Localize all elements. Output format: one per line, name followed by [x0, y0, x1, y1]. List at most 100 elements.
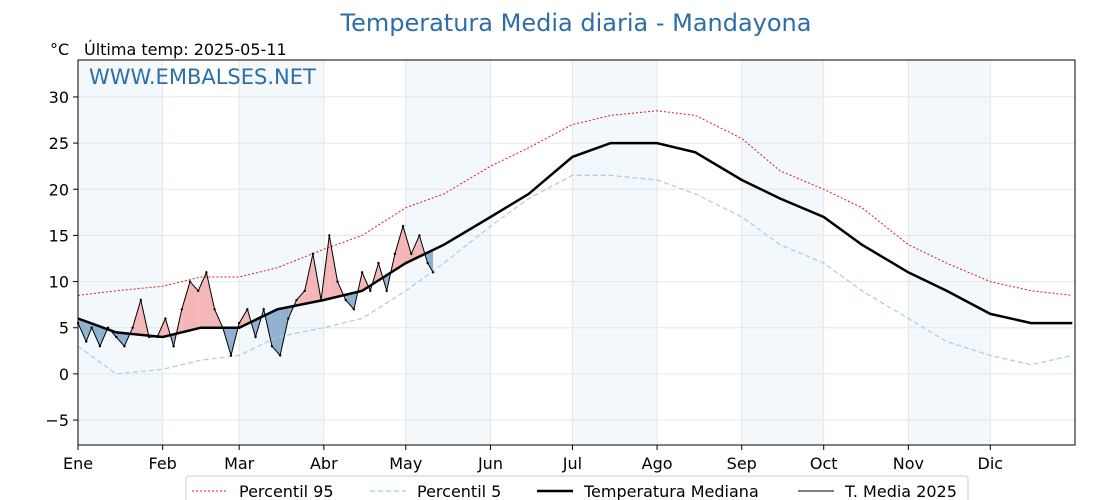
month-band [78, 60, 163, 445]
data-point-2025 [410, 252, 413, 256]
y-tick-label: 5 [59, 319, 69, 338]
data-point-2025 [131, 326, 134, 329]
y-tick-label: 0 [59, 365, 69, 384]
data-point-2025 [295, 298, 298, 302]
series-line-temperatura-mediana [77, 141, 1073, 339]
data-point-2025 [369, 289, 372, 293]
data-point-2025 [352, 308, 356, 311]
x-tick-label: Jul [562, 454, 582, 473]
data-point-2025 [278, 354, 282, 357]
data-point-2025 [115, 335, 118, 339]
data-point-2025 [229, 354, 233, 357]
data-point-2025 [196, 289, 200, 293]
x-tick-label: Mar [224, 454, 255, 473]
deviation-area [86, 321, 92, 342]
month-band [239, 60, 324, 445]
data-point-2025 [213, 308, 216, 311]
data-point-2025 [418, 234, 421, 237]
data-point-2025 [426, 261, 429, 265]
deviation-area [116, 332, 125, 347]
deviation-area [403, 226, 412, 265]
data-point-2025 [385, 289, 388, 293]
data-point-2025 [90, 326, 93, 329]
deviation-area [304, 253, 313, 304]
deviation-area [181, 281, 190, 333]
y-tick-label: −5 [45, 411, 69, 430]
y-tick-label: 30 [49, 88, 69, 107]
legend-label: Temperatura Mediana [583, 482, 759, 500]
x-tick-label: Feb [149, 454, 177, 473]
deviation-area [271, 308, 281, 356]
month-band [741, 60, 824, 445]
legend-label: Percentil 5 [417, 482, 501, 500]
month-band [908, 60, 991, 445]
x-tick-label: Jun [477, 454, 503, 473]
data-point-2025 [188, 280, 192, 283]
x-tick-label: Ene [63, 454, 93, 473]
deviation-area [132, 300, 141, 335]
deviation-area [411, 235, 420, 261]
y-axis: −5 0 5 10 15 20 25 30 [45, 88, 78, 430]
x-axis: Ene Feb Mar Abr May Jun Jul Ago Sep Oct Nov Dic [63, 445, 1003, 473]
data-point-2025 [401, 224, 405, 228]
x-tick-label: Ago [642, 454, 673, 473]
data-point-2025 [303, 289, 306, 293]
x-tick-label: Oct [810, 454, 838, 473]
y-tick-label: 10 [49, 273, 69, 292]
deviation-area [296, 290, 305, 306]
data-point-2025 [344, 298, 347, 302]
data-point-2025 [139, 298, 143, 302]
data-point-2025 [431, 271, 435, 274]
data-point-2025 [311, 252, 315, 256]
plot-frame [77, 59, 1076, 446]
deviation-area [345, 292, 354, 310]
data-point-2025 [180, 308, 183, 311]
data-point-2025 [98, 345, 102, 348]
last-update-label: Última temp: 2025-05-11 [84, 40, 287, 59]
deviation-area [329, 235, 338, 299]
data-point-2025 [319, 298, 323, 302]
data-point-2025 [328, 234, 331, 237]
data-point-2025 [164, 317, 167, 320]
data-point-2025 [262, 308, 265, 311]
chart-title: Temperatura Media diaria - Mandayona [340, 9, 812, 37]
x-tick-label: Dic [978, 454, 1004, 473]
deviation-area [239, 309, 248, 328]
data-point-2025 [246, 308, 249, 311]
data-point-2025 [287, 317, 290, 320]
deviation-area [280, 307, 289, 356]
data-point-2025 [360, 271, 364, 274]
x-tick-label: Sep [727, 454, 757, 473]
data-point-2025 [393, 252, 397, 256]
legend-label: Percentil 95 [239, 482, 334, 500]
data-point-2025 [156, 335, 159, 339]
data-point-2025 [84, 340, 88, 343]
legend: Percentil 95 Percentil 5 Temperatura Media… [185, 475, 969, 500]
data-point-2025 [377, 261, 380, 265]
deviation-area [206, 272, 215, 328]
y-tick-label: 15 [49, 226, 69, 245]
data-point-2025 [205, 271, 208, 274]
y-tick-label: 25 [49, 134, 69, 153]
unit-label: °C [50, 40, 69, 59]
deviation-area [394, 226, 403, 270]
data-point-2025 [123, 345, 126, 348]
x-tick-label: May [389, 454, 422, 473]
month-bands [78, 60, 991, 445]
legend-box [185, 475, 969, 500]
series-line-percentil-5 [77, 174, 1073, 375]
data-point-2025 [336, 280, 339, 283]
data-point-2025 [106, 326, 110, 329]
deviation-area [190, 281, 199, 331]
legend-label: T. Media 2025 [844, 482, 957, 500]
x-tick-label: Abr [310, 454, 338, 473]
watermark: WWW.EMBALSES.NET [89, 65, 316, 89]
data-point-2025 [254, 335, 257, 339]
y-tick-label: 20 [49, 180, 69, 199]
data-point-2025 [147, 335, 151, 339]
x-tick-label: Nov [893, 454, 924, 473]
month-band [572, 60, 658, 445]
data-point-2025 [270, 345, 274, 348]
data-point-2025 [172, 345, 175, 348]
